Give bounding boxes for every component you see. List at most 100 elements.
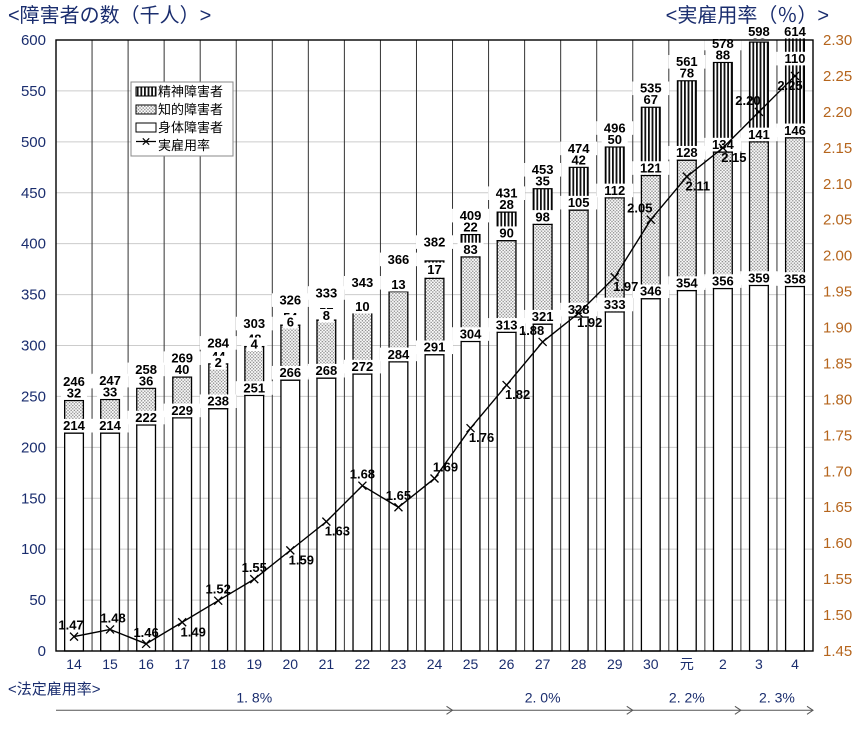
svg-text:2.30: 2.30 — [823, 32, 852, 49]
svg-text:精神障害者: 精神障害者 — [158, 84, 223, 99]
svg-text:21: 21 — [319, 656, 335, 672]
svg-text:<障害者の数（千人）>: <障害者の数（千人）> — [8, 4, 211, 27]
svg-text:598: 598 — [748, 24, 770, 39]
svg-text:2.15: 2.15 — [721, 150, 746, 165]
svg-text:535: 535 — [640, 81, 662, 96]
svg-text:450: 450 — [21, 185, 46, 202]
svg-text:247: 247 — [99, 373, 121, 388]
svg-text:2. 3%: 2. 3% — [759, 689, 795, 705]
svg-text:28: 28 — [571, 656, 587, 672]
svg-text:知的障害者: 知的障害者 — [158, 102, 223, 117]
svg-text:24: 24 — [427, 656, 443, 672]
svg-text:350: 350 — [21, 287, 46, 304]
svg-text:2: 2 — [215, 355, 222, 370]
svg-text:200: 200 — [21, 439, 46, 456]
svg-text:1.63: 1.63 — [325, 524, 350, 539]
svg-text:600: 600 — [21, 32, 46, 49]
svg-text:222: 222 — [135, 410, 157, 425]
svg-text:83: 83 — [463, 242, 477, 257]
svg-text:3: 3 — [755, 656, 763, 672]
svg-text:354: 354 — [676, 276, 698, 291]
svg-text:1.52: 1.52 — [206, 582, 231, 597]
svg-text:346: 346 — [640, 284, 662, 299]
svg-text:4: 4 — [791, 656, 799, 672]
svg-text:258: 258 — [135, 362, 157, 377]
svg-text:304: 304 — [460, 326, 482, 341]
svg-text:17: 17 — [174, 656, 190, 672]
svg-text:358: 358 — [784, 271, 806, 286]
svg-text:16: 16 — [138, 656, 154, 672]
svg-text:1.47: 1.47 — [58, 618, 83, 633]
svg-text:266: 266 — [279, 365, 301, 380]
svg-text:246: 246 — [63, 374, 85, 389]
svg-text:98: 98 — [535, 209, 549, 224]
svg-text:元: 元 — [680, 656, 694, 672]
svg-text:1.90: 1.90 — [823, 320, 852, 337]
svg-text:50: 50 — [29, 592, 46, 609]
svg-text:2.15: 2.15 — [823, 140, 852, 157]
svg-text:30: 30 — [643, 656, 659, 672]
svg-text:6: 6 — [287, 314, 294, 329]
svg-text:0: 0 — [38, 643, 46, 660]
svg-text:1.55: 1.55 — [242, 560, 267, 575]
svg-text:1.60: 1.60 — [823, 535, 852, 552]
svg-text:2.00: 2.00 — [823, 248, 852, 265]
svg-text:1.80: 1.80 — [823, 391, 852, 408]
svg-text:25: 25 — [463, 656, 479, 672]
svg-text:18: 18 — [210, 656, 226, 672]
svg-text:2.20: 2.20 — [735, 93, 760, 108]
svg-text:1.68: 1.68 — [350, 467, 375, 482]
svg-text:2.25: 2.25 — [777, 78, 802, 93]
svg-text:303: 303 — [243, 316, 265, 331]
svg-text:272: 272 — [352, 359, 374, 374]
svg-text:4: 4 — [251, 337, 259, 352]
svg-text:382: 382 — [424, 234, 446, 249]
svg-text:19: 19 — [246, 656, 262, 672]
svg-text:400: 400 — [21, 236, 46, 253]
svg-text:2. 2%: 2. 2% — [669, 689, 705, 705]
svg-text:1.65: 1.65 — [386, 488, 411, 503]
svg-text:2.05: 2.05 — [627, 201, 652, 216]
svg-text:2.20: 2.20 — [823, 104, 852, 121]
svg-text:2.10: 2.10 — [823, 176, 852, 193]
svg-text:238: 238 — [207, 394, 229, 409]
svg-text:1.70: 1.70 — [823, 463, 852, 480]
svg-text:8: 8 — [323, 308, 330, 323]
svg-text:1.69: 1.69 — [433, 459, 458, 474]
svg-text:2. 0%: 2. 0% — [525, 689, 561, 705]
svg-text:474: 474 — [568, 141, 590, 156]
svg-text:23: 23 — [391, 656, 407, 672]
svg-text:1.50: 1.50 — [823, 607, 852, 624]
svg-text:250: 250 — [21, 388, 46, 405]
svg-text:1.76: 1.76 — [469, 430, 494, 445]
svg-text:550: 550 — [21, 83, 46, 100]
svg-text:1.46: 1.46 — [133, 625, 158, 640]
svg-text:<法定雇用率>: <法定雇用率> — [8, 681, 101, 698]
svg-text:29: 29 — [607, 656, 623, 672]
svg-text:128: 128 — [676, 145, 698, 160]
svg-text:313: 313 — [496, 317, 518, 332]
svg-text:1.82: 1.82 — [505, 387, 530, 402]
svg-text:1.92: 1.92 — [577, 315, 602, 330]
svg-text:214: 214 — [99, 418, 121, 433]
svg-text:1.75: 1.75 — [823, 427, 852, 444]
svg-text:150: 150 — [21, 490, 46, 507]
svg-text:326: 326 — [279, 293, 301, 308]
svg-text:1.85: 1.85 — [823, 355, 852, 372]
svg-text:1.59: 1.59 — [289, 552, 314, 567]
svg-text:90: 90 — [499, 226, 513, 241]
svg-text:366: 366 — [388, 252, 410, 267]
svg-text:284: 284 — [207, 335, 229, 350]
svg-text:27: 27 — [535, 656, 551, 672]
svg-text:431: 431 — [496, 186, 518, 201]
svg-text:343: 343 — [352, 275, 374, 290]
svg-text:1.88: 1.88 — [519, 323, 544, 338]
svg-text:1.65: 1.65 — [823, 499, 852, 516]
svg-text:112: 112 — [604, 183, 625, 198]
svg-text:214: 214 — [63, 418, 85, 433]
svg-text:1.48: 1.48 — [100, 610, 125, 625]
svg-text:251: 251 — [243, 380, 265, 395]
svg-text:500: 500 — [21, 134, 46, 151]
svg-text:269: 269 — [171, 351, 193, 366]
svg-text:26: 26 — [499, 656, 515, 672]
